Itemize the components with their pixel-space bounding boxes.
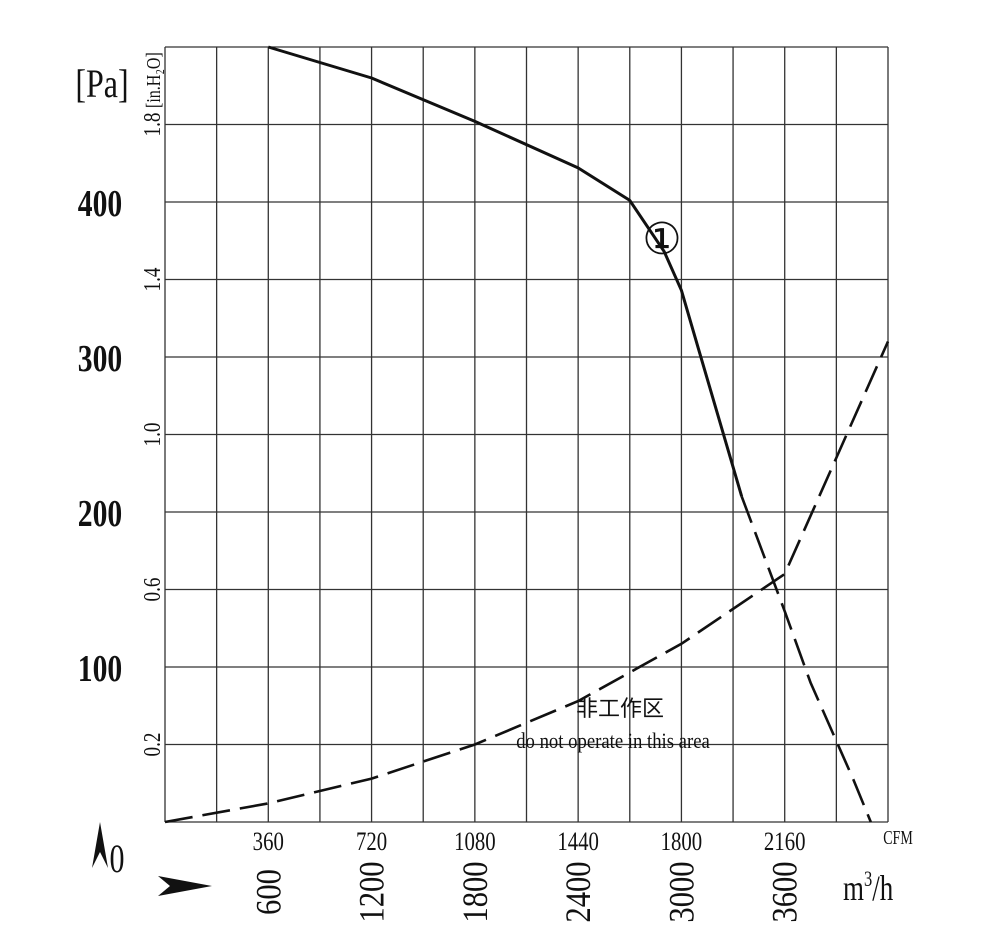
m3h-tick-label: 1200 <box>352 861 392 922</box>
pa-unit-label: [Pa] <box>75 62 128 106</box>
m3h-tick-label: 1800 <box>456 861 496 922</box>
pa-tick-label: 300 <box>78 339 122 380</box>
m3h-tick-label: 3000 <box>662 861 702 922</box>
series-1-line <box>267 45 744 497</box>
inh2o-tick-label: 1.0 <box>139 422 166 446</box>
series-layer <box>164 45 890 824</box>
m3h-tick-label: 600 <box>249 869 289 915</box>
labels-layer: ① 100 200 300 400 [Pa] 0.2 0.6 1.0 1.4 1.8 [in.H₂O]… <box>75 52 912 922</box>
cfm-tick-label: 360 <box>253 828 284 857</box>
m3h-tick-label: 3600 <box>765 861 805 922</box>
x-axis-arrow-icon <box>158 876 212 896</box>
series-1-line-dashed-segment <box>740 496 873 823</box>
pa-tick-label: 400 <box>78 184 122 225</box>
inh2o-unit-label: [in.H₂O] <box>142 52 164 108</box>
cfm-unit-label: CFM <box>883 827 913 849</box>
cfm-tick-label: 1800 <box>661 828 703 857</box>
m3h-tick-label: 2400 <box>559 861 599 922</box>
cfm-tick-label: 720 <box>356 828 387 857</box>
pa-tick-label: 100 <box>78 649 122 690</box>
m3h-unit-label: m3/h <box>843 868 893 908</box>
annotation-chinese: 非工作区 <box>576 697 664 722</box>
annotation-english: do not operate in this area <box>516 730 710 754</box>
y-axis-arrow-icon <box>92 822 108 868</box>
chart-grid <box>164 46 889 823</box>
cfm-tick-label: 2160 <box>764 828 806 857</box>
system-curve-line <box>164 340 890 824</box>
origin-zero-label: 0 <box>110 836 125 881</box>
inh2o-tick-label: 1.4 <box>139 267 166 291</box>
cfm-tick-label: 1080 <box>454 828 496 857</box>
inh2o-tick-label: 0.2 <box>139 733 166 757</box>
inh2o-tick-label: 1.8 <box>139 112 166 136</box>
inh2o-tick-label: 0.6 <box>139 577 166 601</box>
cfm-tick-label: 1440 <box>557 828 599 857</box>
curve-1-label: ① <box>642 214 681 265</box>
pa-tick-label: 200 <box>78 494 122 535</box>
